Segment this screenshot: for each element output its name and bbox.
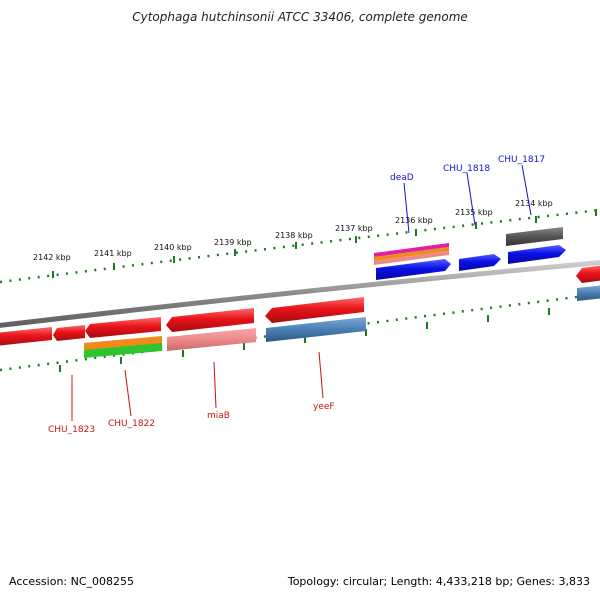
- scale-labels: 2142 kbp 2141 kbp 2140 kbp 2139 kbp 2138…: [33, 199, 553, 262]
- scale-label: 2139 kbp: [214, 238, 252, 247]
- gene-label-chu1823[interactable]: CHU_1823: [48, 425, 95, 435]
- feature-deaD-magenta[interactable]: [374, 243, 449, 257]
- gene-label-yeeF[interactable]: yeeF: [313, 402, 335, 412]
- reverse-strand-features: [0, 265, 600, 358]
- scale-label: 2141 kbp: [94, 249, 132, 258]
- feature-deaD-orange[interactable]: [374, 247, 449, 261]
- scale-label: 2137 kbp: [335, 224, 373, 233]
- map-title: Cytophaga hutchinsonii ATCC 33406, compl…: [132, 10, 468, 24]
- feature-chu1823-left[interactable]: [0, 327, 52, 346]
- scale-label: 2136 kbp: [395, 216, 433, 225]
- feature-deaD-gene[interactable]: [376, 259, 451, 280]
- gene-label-deaD[interactable]: deaD: [390, 173, 414, 183]
- feature-chu1822[interactable]: [85, 317, 161, 338]
- topology-text: Topology: circular; Length: 4,433,218 bp…: [287, 575, 590, 588]
- feature-chu1818[interactable]: [459, 254, 501, 271]
- feature-miaB-pink[interactable]: [167, 328, 256, 351]
- feature-yeeF-steelblue[interactable]: [266, 317, 366, 342]
- scale-label: 2134 kbp: [515, 199, 553, 208]
- accession-text: Accession: NC_008255: [9, 575, 135, 588]
- gene-label-chu1817[interactable]: CHU_1817: [498, 155, 545, 165]
- feature-deaD-salmon[interactable]: [374, 251, 449, 265]
- feature-chu1822-orange[interactable]: [84, 336, 162, 351]
- feature-miaB[interactable]: [166, 308, 254, 332]
- outer-major-ticks: [52, 209, 597, 278]
- forward-strand-features: [374, 227, 566, 280]
- gene-label-chu1822[interactable]: CHU_1822: [108, 419, 155, 429]
- feature-right-steelblue[interactable]: [577, 285, 600, 301]
- scale-label: 2135 kbp: [455, 208, 493, 217]
- label-leaders: [71, 164, 532, 421]
- feature-right-red[interactable]: [576, 265, 600, 283]
- gene-labels: deaD CHU_1818 CHU_1817 CHU_1823 CHU_1822…: [48, 155, 545, 435]
- gene-label-miaB[interactable]: miaB: [207, 411, 230, 421]
- scale-label: 2138 kbp: [275, 231, 313, 240]
- feature-chu1822-green[interactable]: [84, 343, 162, 358]
- gene-label-chu1818[interactable]: CHU_1818: [443, 164, 490, 174]
- inner-major-ticks: [59, 308, 550, 372]
- feature-chu1817-gray[interactable]: [506, 227, 563, 246]
- feature-chu1823[interactable]: [53, 325, 85, 341]
- scale-label: 2142 kbp: [33, 253, 71, 262]
- scale-label: 2140 kbp: [154, 243, 192, 252]
- feature-yeeF[interactable]: [265, 297, 364, 323]
- feature-chu1817-gene[interactable]: [508, 245, 566, 264]
- genome-backbone: [0, 259, 600, 328]
